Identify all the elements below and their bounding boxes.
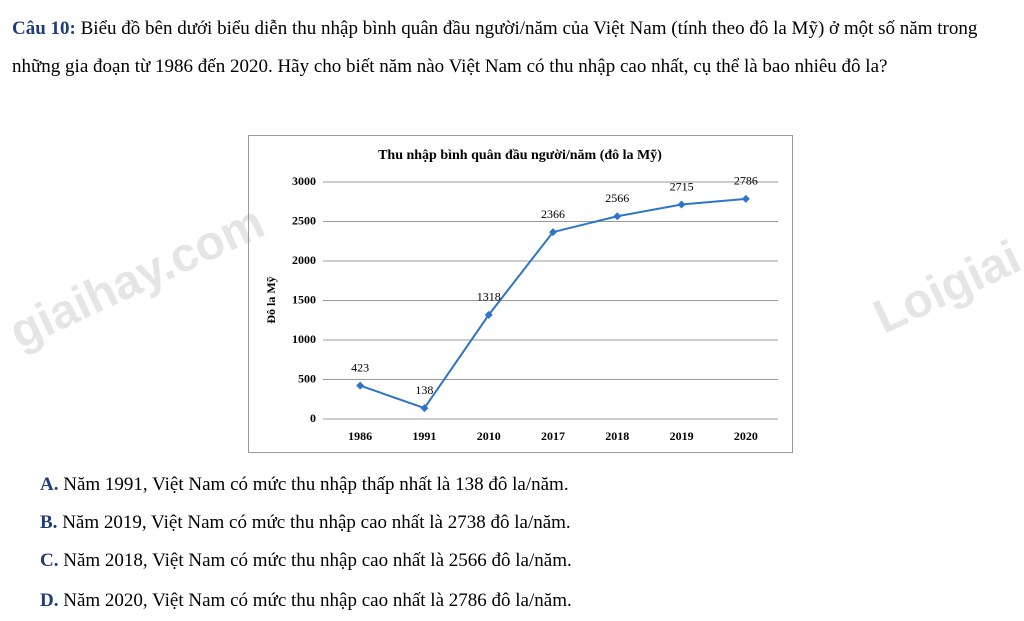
question-label: Câu 10: [12, 18, 76, 39]
marker [484, 310, 493, 319]
option-label: A. [40, 474, 59, 495]
y-tick-label: 2500 [292, 213, 316, 227]
y-tick-label: 1500 [292, 292, 316, 306]
data-label: 2715 [670, 179, 694, 193]
question: Câu 10: Biểu đồ bên dưới biểu diễn thu n… [12, 10, 1012, 86]
option-text: Năm 1991, Việt Nam có mức thu nhập thấp … [63, 474, 569, 495]
option-label: C. [40, 550, 59, 571]
y-tick-label: 0 [310, 411, 316, 425]
marker [613, 212, 622, 221]
x-tick-label: 2020 [734, 429, 758, 443]
x-tick-label: 1986 [348, 429, 372, 443]
option-text: Năm 2020, Việt Nam có mức thu nhập cao n… [63, 590, 572, 611]
x-tick-label: 2017 [541, 429, 565, 443]
x-tick-label: 2018 [605, 429, 629, 443]
y-tick-label: 3000 [292, 174, 316, 188]
option-label: D. [40, 590, 59, 611]
x-tick-label: 2019 [670, 429, 694, 443]
y-axis-label: Đô la Mỹ [264, 276, 278, 323]
option: B. Năm 2019, Việt Nam có mức thu nhập ca… [40, 512, 571, 534]
option: A. Năm 1991, Việt Nam có mức thu nhập th… [40, 474, 569, 496]
chart-frame [248, 135, 793, 453]
option: C. Năm 2018, Việt Nam có mức thu nhập ca… [40, 550, 572, 572]
option: D. Năm 2020, Việt Nam có mức thu nhập ca… [40, 590, 572, 612]
question-text: Biểu đồ bên dưới biểu diễn thu nhập bình… [12, 18, 978, 77]
y-tick-label: 1000 [292, 332, 316, 346]
option-label: B. [40, 512, 58, 533]
x-tick-label: 1991 [412, 429, 436, 443]
option-text: Năm 2019, Việt Nam có mức thu nhập cao n… [62, 512, 571, 533]
marker [549, 228, 557, 237]
option-text: Năm 2018, Việt Nam có mức thu nhập cao n… [63, 550, 572, 571]
x-tick-label: 2010 [477, 429, 501, 443]
marker [356, 381, 365, 390]
data-label: 2786 [734, 174, 758, 188]
data-label: 1318 [477, 290, 501, 304]
chart-title: Thu nhập bình quân đầu người/năm (đô la … [378, 148, 662, 163]
data-label: 2566 [605, 191, 629, 205]
data-label: 423 [351, 360, 369, 374]
y-tick-label: 500 [298, 371, 316, 385]
y-tick-label: 2000 [292, 253, 316, 267]
marker [677, 200, 686, 209]
marker [741, 194, 750, 203]
data-label: 138 [415, 383, 433, 397]
marker [420, 404, 429, 413]
data-label: 2366 [541, 207, 565, 221]
